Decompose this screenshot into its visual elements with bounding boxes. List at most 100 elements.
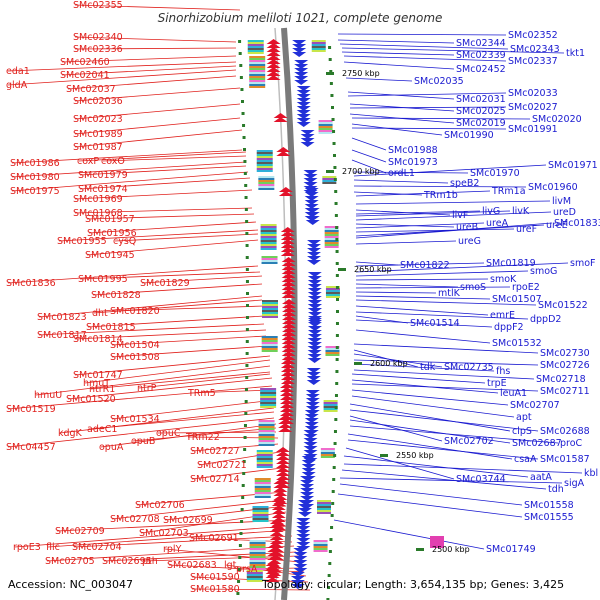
gene-label-right: apt: [516, 412, 532, 423]
gene-label-left: SMc02355: [73, 0, 123, 11]
gene-label-right: SMc02726: [540, 360, 590, 371]
gene-label-right: SMc02025: [456, 106, 506, 117]
forward-strand-genes: [290, 40, 322, 589]
gene-label-left: SMc01957: [85, 214, 135, 225]
gene-label-right: SMc02707: [510, 400, 560, 411]
gene-label-left: SMc02037: [66, 84, 116, 95]
gene-label-left: SMc02706: [135, 500, 185, 511]
gene-label-right: SMc02031: [456, 94, 506, 105]
gene-label-left: SMc02709: [55, 526, 105, 537]
gene-label-right: clpS: [512, 426, 532, 437]
gene-label-right: SMc01555: [524, 512, 574, 523]
gene-label-right: SMc01514: [410, 318, 460, 329]
gene-label-left: opuC: [156, 428, 181, 439]
gene-label-right: SMc03744: [456, 474, 506, 485]
gene-label-left: SMc01590: [190, 572, 240, 583]
gene-label-left: kdgK: [58, 428, 83, 439]
kbp-marker: 2650 kbp: [354, 265, 392, 274]
gene-label-left: SMc04457: [6, 442, 56, 453]
gene-label-right: SMc01558: [524, 500, 574, 511]
gene-label-left: rpoE3: [13, 542, 41, 553]
gene-label-right: SMc01833: [554, 218, 600, 229]
gene-label-left: SMc01828: [91, 290, 141, 301]
gene-label-right: ordL1: [388, 168, 415, 179]
gene-label-left: flic: [46, 542, 60, 553]
gene-label-left: SMc02704: [72, 542, 122, 553]
gene-label-right: leuA1: [500, 388, 527, 399]
gene-label-left: prsA: [236, 564, 258, 575]
gene-label-right: fhs: [496, 366, 510, 377]
genome-title: Sinorhizobium meliloti 1021, complete ge…: [158, 11, 443, 25]
gene-label-right: rpoE2: [512, 282, 540, 293]
gene-label-left: SMc02714: [190, 474, 240, 485]
gene-label-left: SMc01747: [73, 370, 123, 381]
gene-label-right: ureF: [516, 224, 537, 235]
gene-label-left: cysQ: [113, 236, 136, 247]
gene-label-right: SMc01990: [444, 130, 494, 141]
gene-label-right: SMc01973: [388, 157, 438, 168]
gene-label-right: ureB: [456, 222, 478, 233]
leader-lines: [7, 4, 583, 591]
gene-label-left: SMc01968: [73, 208, 123, 219]
gene-label-left: SMc02691: [189, 533, 239, 544]
gene-label-right: SMc01988: [388, 145, 438, 156]
gene-label-right: TRm1b: [423, 190, 458, 201]
gene-label-right: kbl: [584, 468, 598, 479]
gene-label-left: SMc01519: [6, 404, 56, 415]
gene-label-right: ureE: [546, 220, 568, 231]
gene-label-left: SMc02340: [73, 32, 123, 43]
gene-label-right: csaA: [514, 454, 537, 465]
gene-label-left: SMc02705: [45, 556, 95, 567]
gene-label-left: hmuT: [83, 378, 110, 389]
scale-ticks: [236, 40, 339, 600]
gene-label-right: SMc02035: [414, 76, 464, 87]
gene-label-right: livF: [452, 210, 468, 221]
feature-blocks: [246, 40, 444, 582]
genome-summary: Topology: circular; Length: 3,654,135 bp…: [261, 578, 564, 591]
gene-label-right: SMc01522: [538, 300, 588, 311]
gene-label-right: SMc01971: [548, 160, 598, 171]
gene-label-right: smoG: [530, 266, 557, 277]
gene-label-right: SMc02718: [536, 374, 586, 385]
gene-label-right: ureD: [553, 207, 576, 218]
gene-label-right: SMc02344: [456, 38, 506, 49]
gene-label-right: smoF: [570, 258, 595, 269]
gene-label-right: smoS: [460, 282, 486, 293]
gene-label-right: SMc02711: [540, 386, 590, 397]
gene-label-left: SMc01520: [66, 394, 116, 405]
gene-label-left: SMc01980: [10, 172, 60, 183]
gene-label-right: SMc02339: [456, 50, 506, 61]
gene-label-left: SMc02695: [102, 556, 152, 567]
gene-label-left: SMc01534: [110, 414, 160, 425]
gene-label-left: ntrP: [137, 383, 157, 394]
gene-label-right: SMc01507: [492, 294, 542, 305]
gene-label-right: SMc01819: [486, 258, 536, 269]
kbp-marker: 2700 kbp: [342, 167, 380, 176]
gene-label-right: dppD2: [530, 314, 561, 325]
gene-label-right: SMc02020: [532, 114, 582, 125]
gene-label-left: SMc02708: [110, 514, 160, 525]
gene-label-left: SMc01956: [87, 228, 137, 239]
gene-label-right: smoK: [490, 274, 517, 285]
gene-label-left: SMc02703: [139, 528, 189, 539]
accession-label: Accession: NC_003047: [8, 578, 133, 591]
gene-label-left: SMc02023: [73, 114, 123, 125]
gene-label-left: rplY: [163, 544, 182, 555]
gene-label-right: emrE: [490, 310, 515, 321]
gene-label-left: TRm22: [185, 432, 220, 443]
gene-label-left: coxO: [101, 156, 125, 167]
gene-label-right: ureG: [458, 236, 481, 247]
gene-label-left: opuA: [99, 442, 124, 453]
gene-label-left: ntrR1: [89, 384, 115, 395]
gene-label-left: SMc01975: [10, 186, 60, 197]
gene-label-right: SMc01970: [470, 168, 520, 179]
gene-label-right: SMc01749: [486, 544, 536, 555]
gene-label-right: livG: [482, 206, 500, 217]
gene-label-left: SMc02683: [167, 560, 217, 571]
kbp-marker: 2550 kbp: [396, 451, 434, 460]
gene-label-left: SMc01969: [73, 194, 123, 205]
gene-label-left: SMc01986: [10, 158, 60, 169]
kbp-marker: 2600 kbp: [370, 359, 408, 368]
